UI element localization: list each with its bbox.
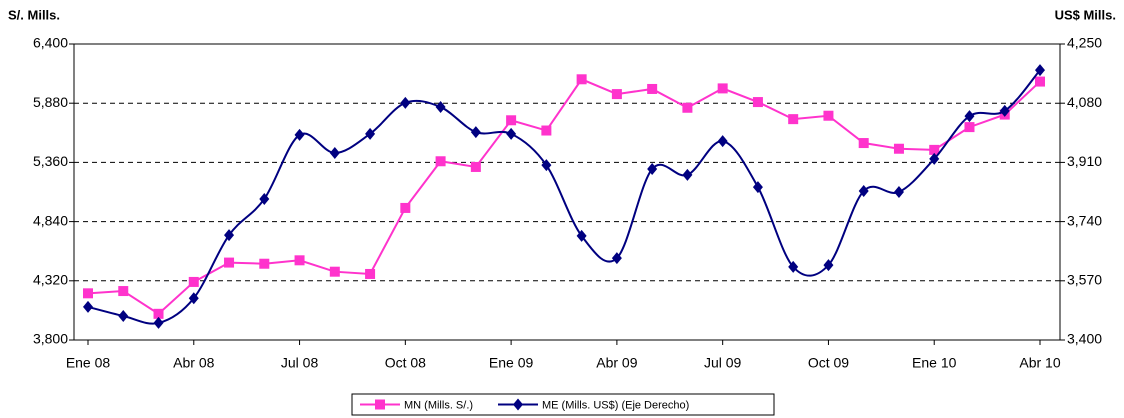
x-tick-label: Abr 08 [173,355,214,371]
point [964,122,975,133]
y-tick-label: 5,880 [33,94,68,110]
point [893,143,904,154]
series-line [87,69,1041,325]
point [224,229,235,242]
point [929,144,940,155]
point [294,128,305,141]
y-tick-label: 4,320 [33,272,68,288]
point [576,229,587,242]
point [964,110,975,123]
y2-tick-label: 3,570 [1067,272,1102,288]
legend-label: MN (Mills. S/.) [404,399,473,411]
point [329,146,340,159]
x-tick-label: Abr 10 [1019,355,1060,371]
point [611,89,622,100]
point [788,260,799,273]
point [682,168,693,181]
x-tick-label: Abr 09 [596,355,637,371]
point [999,104,1010,117]
point [435,101,446,114]
y-tick-label: 3,800 [33,331,68,347]
point [1035,76,1045,87]
point [823,110,834,121]
point [576,74,587,85]
point [893,186,904,198]
y2-tick-label: 3,910 [1067,153,1102,169]
point [470,126,481,139]
point [858,138,869,149]
point [400,202,411,213]
x-tick-label: Jul 08 [281,355,319,371]
point [611,252,622,265]
point [929,152,940,165]
point [153,316,164,329]
legend-marker [513,398,523,411]
y2-tick-label: 3,740 [1067,212,1102,228]
point [1035,64,1045,77]
point [153,308,164,319]
x-tick-label: Jul 09 [704,355,742,371]
point [259,192,270,205]
point [647,163,658,176]
point [752,97,763,108]
point [788,114,799,125]
point [224,257,235,268]
point [541,159,552,172]
legend-label: ME (Mills. US$) (Eje Derecho) [542,399,689,411]
y2-axis-label: US$ Mills. [1055,7,1116,22]
x-tick-label: Oct 09 [808,355,849,371]
x-tick-label: Ene 08 [66,355,111,371]
y-tick-label: 4,840 [33,212,68,228]
point [400,96,411,109]
point [506,127,517,140]
point [83,300,93,313]
y-tick-label: 6,400 [33,35,68,51]
point [506,115,517,126]
point [717,135,728,148]
series-line [87,78,1041,316]
point [858,184,869,197]
point [188,292,199,305]
legend-box [351,393,775,416]
point [541,125,552,136]
legend-marker [375,399,385,410]
point [435,156,446,167]
point [752,181,763,194]
y-tick-label: 5,360 [33,153,68,169]
y2-tick-label: 4,250 [1067,35,1102,51]
point [365,268,376,279]
point [365,127,376,140]
point [823,259,834,272]
x-tick-label: Ene 10 [912,355,957,371]
point [118,286,129,297]
point [717,83,728,94]
point [259,258,270,269]
point [83,288,93,299]
x-tick-label: Ene 09 [489,355,534,371]
x-tick-label: Oct 08 [385,355,426,371]
point [294,255,305,266]
point [470,161,481,172]
y2-tick-label: 4,080 [1067,94,1102,110]
y-axis-label: S/. Mills. [8,7,60,22]
point [188,276,199,287]
point [647,83,658,94]
y2-tick-label: 3,400 [1067,331,1102,347]
point [329,266,340,277]
point [682,102,693,113]
point [118,309,129,322]
